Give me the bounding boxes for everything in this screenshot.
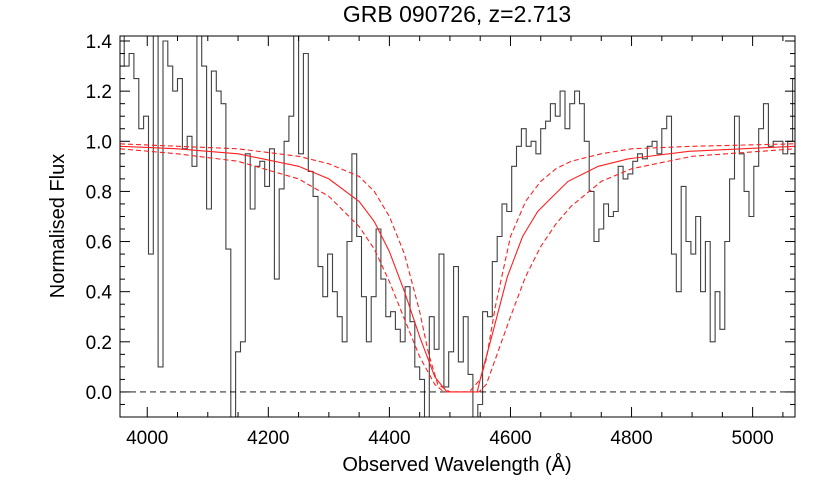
y-tick-label: 0.0 <box>86 383 112 404</box>
y-tick-label: 1.2 <box>86 82 112 103</box>
model-curve-bound-2 <box>120 148 795 393</box>
x-tick-label: 4000 <box>126 428 168 449</box>
y-tick-label: 1.4 <box>86 32 113 53</box>
plot-frame <box>119 35 796 418</box>
x-tick-label: 5000 <box>731 428 773 449</box>
y-tick-label: 0.4 <box>86 283 113 304</box>
y-tick-label: 0.8 <box>86 182 112 203</box>
y-tick-label: 0.2 <box>86 333 112 354</box>
model-curve-bound-1 <box>120 143 795 393</box>
y-tick-label: 0.6 <box>86 233 112 254</box>
x-axis-label: Observed Wavelength (Å) <box>342 453 571 476</box>
chart-title: GRB 090726, z=2.713 <box>343 1 571 27</box>
x-tick-label: 4600 <box>489 428 531 449</box>
y-axis-label: Normalised Flux <box>47 154 69 298</box>
spectrum-histogram <box>123 36 795 417</box>
y-tick-label: 1.0 <box>86 132 112 153</box>
x-tick-label: 4200 <box>247 428 289 449</box>
model-curve-best-fit <box>120 145 795 393</box>
x-tick-label: 4400 <box>368 428 410 449</box>
x-tick-label: 4800 <box>610 428 652 449</box>
